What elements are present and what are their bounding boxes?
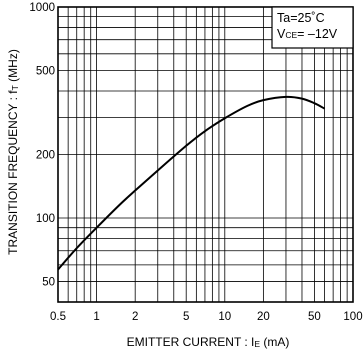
plot-border [57, 6, 354, 303]
legend: Ta=25˚C VCE= –12V [271, 6, 354, 49]
x-tick-label: 2 [132, 311, 138, 323]
y-tick-label: 100 [36, 213, 55, 225]
y-axis-label: TRANSITION FREQUENCY : fT (MHz) [6, 49, 20, 255]
x-tick-label: 20 [257, 311, 270, 323]
y-tick-labels: 50 100 200 500 1000 [29, 2, 55, 289]
series-line-ft [57, 95, 326, 271]
x-tick-label: 1 [93, 311, 99, 323]
y-tick-label: 200 [36, 150, 55, 162]
x-tick-label: 10 [218, 311, 231, 323]
x-tick-labels: 0.5 1 2 5 10 20 50 100 [50, 311, 363, 323]
grid [58, 7, 353, 302]
plot-frame [57, 6, 354, 303]
x-tick-label: 5 [183, 311, 189, 323]
legend-box [271, 6, 354, 49]
x-tick-label: 50 [308, 311, 321, 323]
x-tick-label: 100 [343, 311, 362, 323]
legend-line: VCE= –12V [277, 27, 338, 41]
y-tick-label: 1000 [29, 2, 55, 14]
x-tick-label: 0.5 [50, 311, 66, 323]
y-tick-label: 50 [42, 277, 55, 289]
y-tick-label: 500 [36, 66, 55, 78]
series-layer [57, 95, 326, 271]
x-axis-label: EMITTER CURRENT : IE (mA) [127, 335, 290, 349]
legend-line: Ta=25˚C [277, 11, 325, 25]
